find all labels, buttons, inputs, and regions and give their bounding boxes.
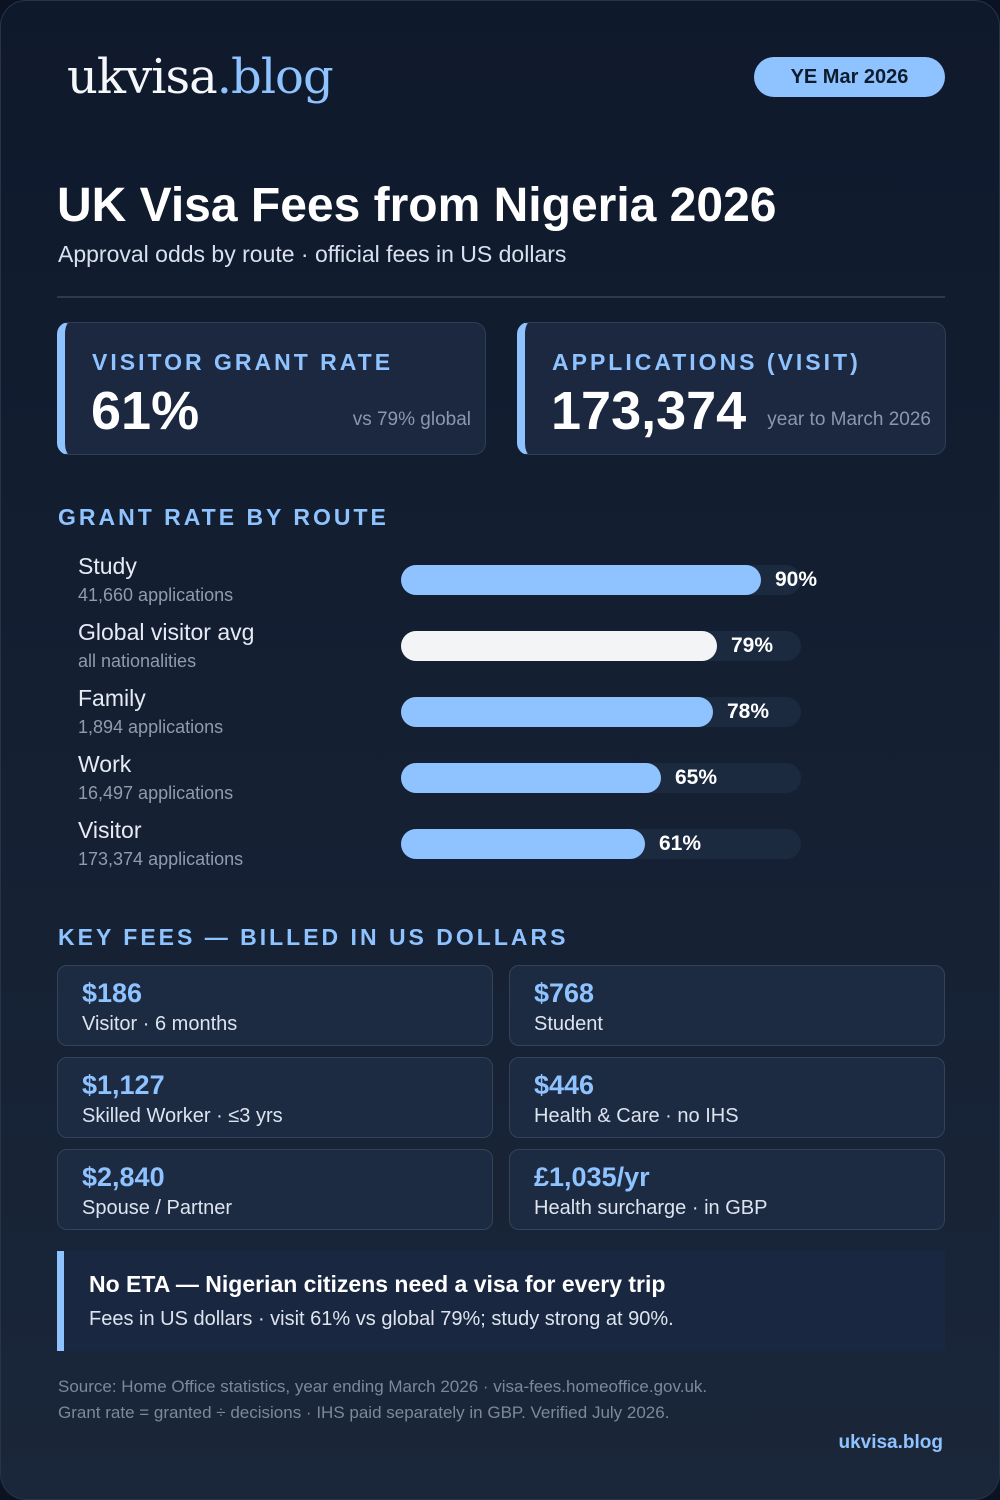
route-label-global-visitor-avg: Global visitor avg all nationalities (78, 618, 254, 674)
page-subtitle: Approval odds by route · official fees i… (58, 241, 567, 267)
route-bar-fill-study (401, 565, 761, 595)
fee-description: Health & Care · no IHS (534, 1105, 739, 1127)
callout-body: Fees in US dollars · visit 61% vs global… (89, 1308, 674, 1330)
brand-logo-part1: ukvisa (67, 49, 218, 105)
route-applications: 173,374 applications (78, 849, 244, 869)
fee-amount: $768 (534, 978, 595, 1008)
fee-amount: $446 (534, 1070, 595, 1100)
route-bar-track-global-visitor-avg: 79% (401, 631, 801, 661)
route-name: Family (78, 685, 146, 711)
grant-rate-section-heading: GRANT RATE BY ROUTE (58, 504, 389, 530)
route-bar-fill-work (401, 763, 661, 793)
fee-amount: £1,035/yr (534, 1162, 650, 1192)
route-bar-track-work: 65% (401, 763, 801, 793)
route-name: Visitor (78, 817, 142, 843)
route-bar-track-family: 78% (401, 697, 801, 727)
fee-card-spouse-partner: $2,840 Spouse / Partner (57, 1149, 493, 1230)
key-fees-section-heading: KEY FEES — BILLED IN US DOLLARS (58, 924, 569, 950)
fee-card-health-surcharge: £1,035/yr Health surcharge · in GBP (509, 1149, 945, 1230)
stat-value: 173,374 (551, 381, 747, 441)
route-bar-track-visitor: 61% (401, 829, 801, 859)
eta-callout: No ETA — Nigerian citizens need a visa f… (57, 1251, 945, 1351)
route-pct-visitor: 61% (659, 832, 702, 855)
route-pct-family: 78% (727, 700, 770, 723)
fee-description: Health surcharge · in GBP (534, 1197, 768, 1219)
stat-note: vs 79% global (352, 409, 471, 430)
route-bar-fill-visitor (401, 829, 645, 859)
header-divider (57, 296, 945, 298)
route-label-work: Work 16,497 applications (78, 750, 233, 806)
route-bar-fill-family (401, 697, 713, 727)
route-applications: 41,660 applications (78, 585, 234, 605)
fee-description: Visitor · 6 months (82, 1013, 238, 1035)
route-pct-work: 65% (675, 766, 718, 789)
page-title: UK Visa Fees from Nigeria 2026 (57, 179, 777, 232)
route-label-family: Family 1,894 applications (78, 684, 223, 740)
stat-card-visitor-grant-rate: VISITOR GRANT RATE 61% vs 79% global (57, 322, 486, 455)
period-badge: YE Mar 2026 (754, 57, 945, 97)
brand-logo: ukvisa.blog (67, 45, 334, 109)
fee-amount: $1,127 (82, 1070, 165, 1100)
route-name: Study (78, 553, 137, 579)
route-label-visitor: Visitor 173,374 applications (78, 816, 243, 872)
footer-brand-link[interactable]: ukvisa.blog (838, 1432, 943, 1453)
callout-heading: No ETA — Nigerian citizens need a visa f… (89, 1271, 666, 1297)
route-name: Work (78, 751, 132, 777)
route-name: Global visitor avg (78, 619, 255, 645)
route-label-study: Study 41,660 applications (78, 552, 233, 608)
fee-description: Spouse / Partner (82, 1197, 233, 1219)
fee-amount: $186 (82, 978, 143, 1008)
fee-card-skilled-worker: $1,127 Skilled Worker · ≤3 yrs (57, 1057, 493, 1138)
stat-card-applications-visit: APPLICATIONS (VISIT) 173,374 year to Mar… (517, 322, 946, 455)
fee-description: Skilled Worker · ≤3 yrs (82, 1105, 283, 1127)
stat-label: APPLICATIONS (VISIT) (552, 349, 861, 375)
route-bar-fill-global-visitor-avg (401, 631, 717, 661)
stat-note: year to March 2026 (767, 409, 931, 430)
stat-value: 61% (91, 381, 200, 441)
brand-logo-part2: .blog (216, 49, 334, 105)
route-pct-global-visitor-avg: 79% (731, 634, 774, 657)
route-pct-study: 90% (775, 568, 818, 591)
source-note-line1: Source: Home Office statistics, year end… (58, 1377, 708, 1396)
route-applications: all nationalities (78, 651, 197, 671)
route-applications: 16,497 applications (78, 783, 234, 803)
fee-description: Student (534, 1013, 603, 1035)
fee-card-student: $768 Student (509, 965, 945, 1046)
fee-amount: $2,840 (82, 1162, 165, 1192)
source-note-line2: Grant rate = granted ÷ decisions · IHS p… (58, 1403, 670, 1422)
fee-card-visitor: $186 Visitor · 6 months (57, 965, 493, 1046)
fee-card-health-and-care: $446 Health & Care · no IHS (509, 1057, 945, 1138)
route-applications: 1,894 applications (78, 717, 224, 737)
stat-label: VISITOR GRANT RATE (92, 349, 394, 375)
route-bar-track-study: 90% (401, 565, 817, 595)
